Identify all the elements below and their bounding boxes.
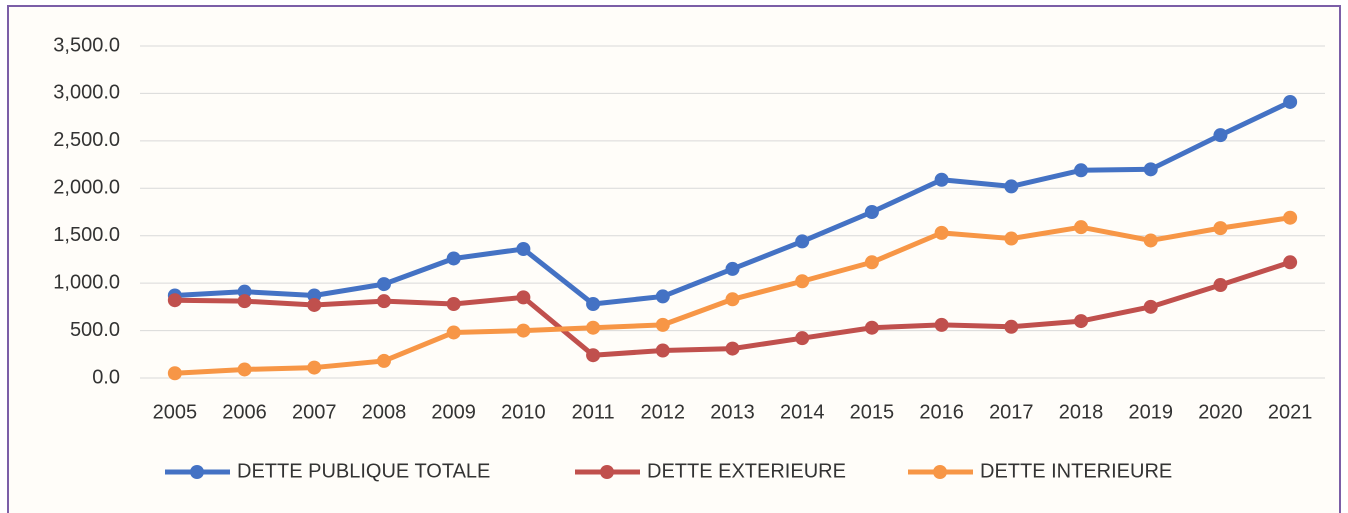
- legend-label: DETTE PUBLIQUE TOTALE: [237, 460, 490, 482]
- data-point: [795, 234, 810, 249]
- data-point: [1143, 233, 1158, 248]
- data-point: [307, 297, 322, 312]
- data-point: [725, 341, 740, 356]
- data-point: [1143, 299, 1158, 314]
- x-tick-label: 2017: [989, 401, 1034, 423]
- data-point: [1004, 231, 1019, 246]
- data-point: [1283, 255, 1298, 270]
- data-point: [167, 293, 182, 308]
- data-point: [864, 205, 879, 219]
- y-tick-label: 1,500.0: [53, 224, 120, 246]
- legend-marker: [933, 465, 947, 479]
- data-point: [1004, 179, 1019, 194]
- data-point: [446, 325, 461, 340]
- data-point: [516, 241, 531, 256]
- y-tick-label: 2,500.0: [53, 129, 120, 151]
- x-tick-label: 2011: [572, 401, 615, 423]
- data-point: [934, 225, 949, 240]
- data-point: [1213, 278, 1228, 293]
- data-point: [237, 294, 252, 309]
- y-tick-label: 0.0: [92, 366, 120, 388]
- y-tick-label: 2,000.0: [53, 177, 120, 199]
- legend-label: DETTE EXTERIEURE: [647, 460, 846, 482]
- data-point: [1283, 210, 1298, 225]
- legend-marker: [190, 465, 204, 479]
- data-point: [725, 292, 740, 307]
- x-tick-label: 2009: [431, 401, 476, 423]
- data-point: [376, 294, 391, 309]
- data-point: [1213, 221, 1228, 236]
- data-point: [586, 320, 601, 335]
- x-tick-label: 2010: [501, 401, 546, 423]
- x-tick-label: 2018: [1059, 401, 1104, 423]
- data-point: [795, 274, 810, 289]
- data-point: [446, 297, 461, 312]
- data-point: [1074, 163, 1089, 178]
- data-point: [655, 289, 670, 304]
- x-tick-label: 2014: [780, 401, 825, 423]
- x-tick-label: 2012: [641, 401, 686, 423]
- x-tick-label: 2013: [710, 401, 755, 423]
- x-tick-label: 2020: [1198, 401, 1243, 423]
- data-point: [586, 297, 601, 312]
- data-point: [446, 251, 461, 266]
- data-point: [237, 362, 252, 377]
- data-point: [516, 323, 531, 338]
- data-point: [725, 261, 740, 276]
- x-tick-label: 2016: [919, 401, 964, 423]
- x-tick-label: 2005: [153, 401, 198, 423]
- chart-frame: [7, 5, 1341, 513]
- data-point: [167, 366, 182, 381]
- data-point: [307, 360, 322, 375]
- data-point: [1074, 220, 1089, 235]
- data-point: [516, 290, 531, 305]
- x-tick-label: 2007: [292, 401, 337, 423]
- data-point: [1213, 128, 1228, 143]
- x-tick-label: 2008: [362, 401, 407, 423]
- data-point: [1143, 162, 1158, 177]
- legend-marker: [600, 465, 614, 479]
- data-point: [1004, 319, 1019, 334]
- data-point: [655, 317, 670, 332]
- x-tick-label: 2019: [1128, 401, 1173, 423]
- data-point: [1074, 314, 1089, 329]
- data-point: [864, 320, 879, 335]
- data-point: [1283, 94, 1298, 109]
- data-point: [655, 343, 670, 358]
- data-point: [795, 331, 810, 346]
- data-point: [934, 317, 949, 332]
- data-point: [376, 277, 391, 292]
- data-point: [934, 172, 949, 187]
- x-tick-label: 2006: [222, 401, 267, 423]
- data-point: [864, 255, 879, 270]
- y-tick-label: 500.0: [70, 319, 120, 341]
- x-tick-label: 2021: [1268, 401, 1313, 423]
- data-point: [376, 353, 391, 368]
- data-point: [586, 348, 601, 363]
- y-tick-label: 1,000.0: [53, 271, 120, 293]
- y-tick-label: 3,500.0: [53, 34, 120, 56]
- x-tick-label: 2015: [850, 401, 895, 423]
- legend-label: DETTE INTERIEURE: [980, 460, 1172, 482]
- y-tick-label: 3,000.0: [53, 82, 120, 104]
